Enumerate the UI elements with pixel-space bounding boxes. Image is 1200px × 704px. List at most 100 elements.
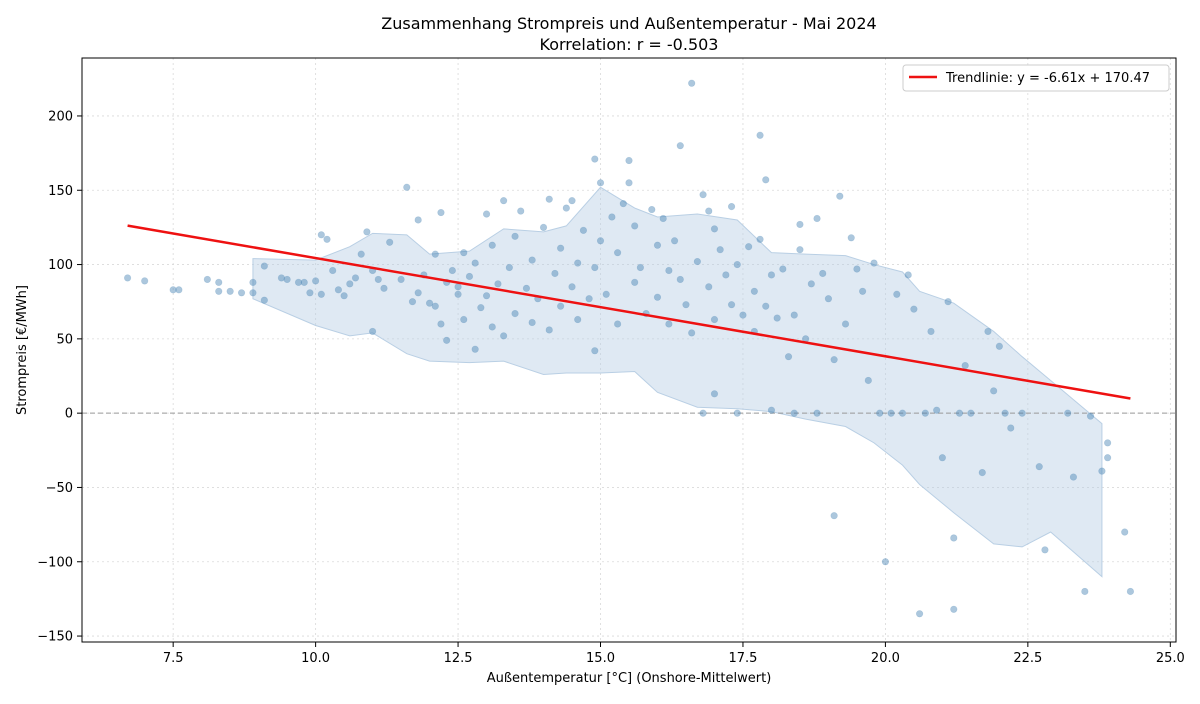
data-point [249,289,257,297]
x-tick-label: 10.0 [301,651,330,666]
data-point [277,274,286,282]
data-point [830,356,838,364]
data-point [500,197,508,205]
data-point [403,183,411,191]
x-tick-label: 7.5 [163,651,184,666]
data-points [123,79,1135,618]
data-point [1104,439,1112,447]
data-point [904,271,912,279]
data-point [431,250,439,258]
data-point [488,241,496,249]
data-point [374,275,382,284]
data-point [1001,409,1009,417]
x-tick-label: 25.0 [1156,651,1185,666]
data-point [830,512,838,520]
data-point [414,289,422,297]
data-point [488,323,496,331]
y-tick-label: −100 [37,555,73,570]
data-point [568,197,576,205]
data-point [722,271,730,279]
data-point [921,409,929,417]
data-point [807,280,815,288]
data-point [688,79,696,87]
data-point [699,409,707,417]
data-point [676,142,684,150]
data-point [841,320,850,328]
confidence-band [252,186,1103,578]
data-point [648,205,656,214]
data-point [699,191,707,199]
data-point [141,277,149,285]
data-point [539,223,548,232]
x-tick-label: 17.5 [728,651,757,666]
data-point [819,269,827,278]
data-point [568,283,576,291]
data-point [927,327,935,336]
data-point [790,311,798,319]
data-point [636,263,644,272]
data-point [767,406,776,414]
data-point [984,327,992,336]
data-point [665,320,673,328]
legend-box [902,64,1170,92]
data-point [887,409,895,417]
data-point [608,213,616,221]
chart-title: Zusammenhang Strompreis und Außentempera… [381,14,876,33]
data-point [910,305,918,313]
data-point [1086,412,1095,420]
data-point [596,179,605,187]
y-tick-label: 100 [48,258,73,273]
data-point [591,263,599,272]
data-point [414,216,422,224]
data-point [368,327,377,336]
data-point [408,298,417,306]
data-point [511,309,519,318]
data-point [557,302,565,310]
data-point [562,204,570,212]
data-point [745,243,753,251]
data-point [175,286,183,294]
data-point [665,266,673,275]
data-point [670,237,679,245]
data-point [1007,424,1015,432]
data-point [203,275,211,284]
data-point [215,287,223,295]
data-point [631,222,639,230]
data-point [750,287,758,295]
data-point [967,409,975,417]
y-axis-label: Strompreis [€/MWh] [15,285,30,415]
data-point [762,176,770,184]
data-point [915,610,924,618]
data-point [1064,409,1072,417]
data-point [796,220,804,229]
data-point [579,226,588,234]
grid-lines [82,58,1176,642]
data-point [955,409,964,417]
data-point [437,320,445,328]
data-point [727,203,736,211]
data-point [676,275,684,284]
data-point [460,315,468,324]
data-point [363,228,371,236]
data-point [1035,463,1043,471]
x-axis-label: Außentemperatur [°C] (Onshore-Mittelwert… [487,671,772,686]
data-point [471,345,479,353]
data-point [898,409,907,417]
y-tick-label: 50 [56,332,73,347]
data-point [425,299,434,307]
data-point [773,314,781,322]
data-point [465,272,474,281]
data-point [169,286,177,294]
data-point [215,278,223,286]
data-point [312,277,320,285]
data-point [961,362,969,370]
data-point [340,292,348,300]
data-point [482,210,491,218]
data-point [944,298,952,306]
data-point [551,269,559,278]
band-area [252,186,1103,578]
data-point [500,332,508,340]
data-point [596,237,605,245]
data-point [710,390,719,398]
data-point [386,238,394,246]
